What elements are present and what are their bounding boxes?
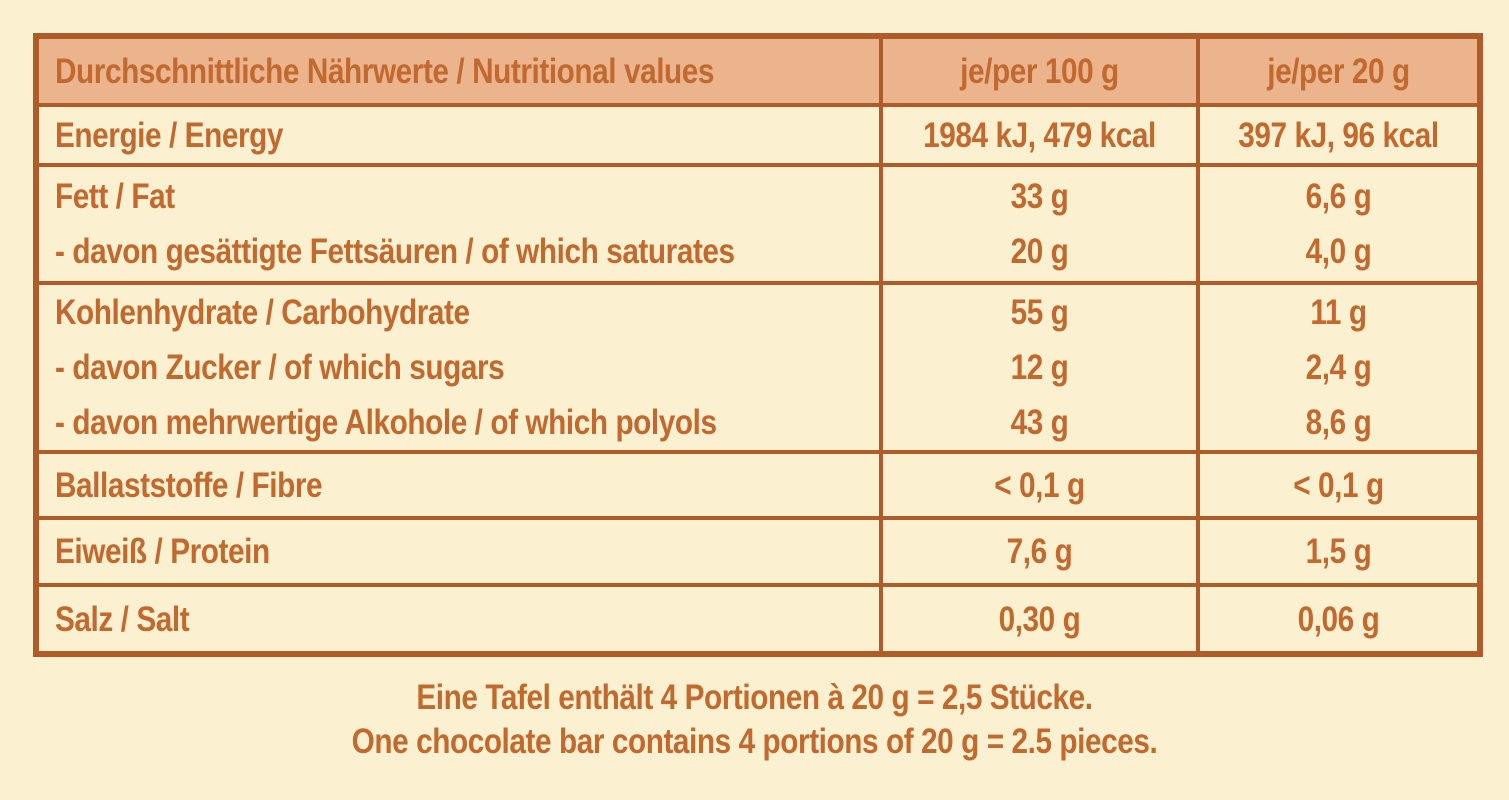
energy-per-20g: 397 kJ, 96 kcal (1238, 115, 1439, 155)
fibre-per-20g-cell: < 0,1 g (1196, 454, 1477, 516)
polyols-label: - davon mehrwertige Alkohole / of which … (55, 403, 717, 442)
salt-label: Salz / Salt (55, 599, 190, 639)
salt-per-100g: 0,30 g (998, 599, 1081, 639)
table-row-fibre: Ballaststoffe / Fibre < 0,1 g < 0,1 g (39, 450, 1477, 516)
polyols-per-100g: 43 g (1010, 403, 1069, 442)
fat-per-20g-cell: 6,6 g 4,0 g (1196, 167, 1477, 281)
nutrition-table: Durchschnittliche Nährwerte / Nutritiona… (33, 33, 1483, 657)
protein-per-20g: 1,5 g (1305, 532, 1372, 571)
fibre-label: Ballaststoffe / Fibre (55, 465, 323, 505)
protein-per-100g: 7,6 g (1006, 532, 1073, 571)
carbohydrate-label: Kohlenhydrate / Carbohydrate (55, 293, 470, 332)
carbohydrate-per-20g: 11 g (1310, 293, 1367, 332)
table-row-protein: Eiweiß / Protein 7,6 g 1,5 g (39, 516, 1477, 583)
sugars-per-100g: 12 g (1010, 348, 1069, 387)
fat-label: Fett / Fat (55, 177, 175, 216)
saturates-per-100g: 20 g (1010, 232, 1069, 271)
saturates-per-20g: 4,0 g (1305, 232, 1372, 271)
protein-label-cell: Eiweiß / Protein (39, 520, 879, 583)
energy-label-cell: Energie / Energy (39, 107, 879, 163)
fat-per-100g-cell: 33 g 20 g (879, 167, 1196, 281)
header-title-cell: Durchschnittliche Nährwerte / Nutritiona… (39, 39, 879, 103)
carbohydrate-per-100g-cell: 55 g 12 g 43 g (879, 285, 1196, 450)
sugars-per-20g: 2,4 g (1305, 348, 1372, 387)
header-per-100g: je/per 100 g (960, 51, 1119, 91)
energy-label: Energie / Energy (55, 115, 283, 155)
header-per-20g-cell: je/per 20 g (1196, 39, 1477, 103)
fat-per-100g: 33 g (1010, 177, 1069, 216)
portion-note-german: Eine Tafel enthält 4 Portionen à 20 g = … (416, 678, 1093, 717)
protein-per-20g-cell: 1,5 g (1196, 520, 1477, 583)
table-row-energy: Energie / Energy 1984 kJ, 479 kcal 397 k… (39, 103, 1477, 163)
fibre-per-100g-cell: < 0,1 g (879, 454, 1196, 516)
portion-note-english: One chocolate bar contains 4 portions of… (351, 722, 1158, 761)
protein-per-100g-cell: 7,6 g (879, 520, 1196, 583)
salt-label-cell: Salz / Salt (39, 587, 879, 651)
salt-per-20g: 0,06 g (1297, 599, 1380, 639)
fat-label-cell: Fett / Fat - davon gesättigte Fettsäuren… (39, 167, 879, 281)
header-title: Durchschnittliche Nährwerte / Nutritiona… (55, 51, 715, 91)
energy-per-100g-cell: 1984 kJ, 479 kcal (879, 107, 1196, 163)
saturates-label: - davon gesättigte Fettsäuren / of which… (55, 232, 735, 271)
carbohydrate-per-20g-cell: 11 g 2,4 g 8,6 g (1196, 285, 1477, 450)
salt-per-20g-cell: 0,06 g (1196, 587, 1477, 651)
portion-note: Eine Tafel enthält 4 Portionen à 20 g = … (0, 676, 1509, 764)
table-header-row: Durchschnittliche Nährwerte / Nutritiona… (39, 39, 1477, 103)
fibre-per-20g: < 0,1 g (1293, 465, 1384, 505)
table-row-fat: Fett / Fat - davon gesättigte Fettsäuren… (39, 163, 1477, 281)
fat-per-20g: 6,6 g (1305, 177, 1372, 216)
protein-label: Eiweiß / Protein (55, 532, 270, 571)
carbohydrate-label-cell: Kohlenhydrate / Carbohydrate - davon Zuc… (39, 285, 879, 450)
carbohydrate-per-100g: 55 g (1010, 293, 1069, 332)
header-per-20g: je/per 20 g (1267, 51, 1410, 91)
table-row-salt: Salz / Salt 0,30 g 0,06 g (39, 583, 1477, 651)
polyols-per-20g: 8,6 g (1305, 403, 1372, 442)
energy-per-100g: 1984 kJ, 479 kcal (923, 115, 1156, 155)
fibre-label-cell: Ballaststoffe / Fibre (39, 454, 879, 516)
energy-per-20g-cell: 397 kJ, 96 kcal (1196, 107, 1477, 163)
table-row-carbohydrate: Kohlenhydrate / Carbohydrate - davon Zuc… (39, 281, 1477, 450)
fibre-per-100g: < 0,1 g (994, 465, 1085, 505)
header-per-100g-cell: je/per 100 g (879, 39, 1196, 103)
salt-per-100g-cell: 0,30 g (879, 587, 1196, 651)
sugars-label: - davon Zucker / of which sugars (55, 348, 505, 387)
